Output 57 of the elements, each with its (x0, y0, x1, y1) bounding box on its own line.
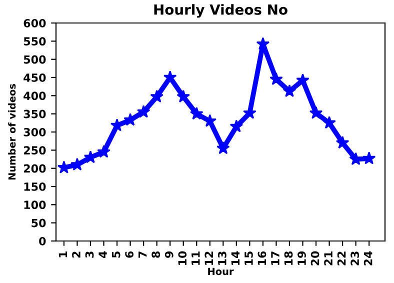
x-tick-label: 17 (271, 252, 280, 265)
point (176, 90, 190, 103)
x-axis-title: Hour (208, 268, 234, 276)
x-tick-label: 1 (58, 251, 68, 258)
x-tick-label: 14 (231, 251, 240, 265)
x-tick-label: 22 (337, 252, 346, 266)
point (230, 120, 244, 132)
x-tick-label: 20 (310, 251, 320, 266)
y-tick-label: 550 (24, 37, 46, 46)
x-tick-label: 19 (298, 251, 306, 265)
x-tick-label: 3 (85, 252, 94, 258)
y-axis-title: Number of videos (8, 84, 16, 180)
point (322, 116, 336, 129)
point (296, 73, 310, 86)
y-tick-label: 0 (39, 236, 46, 246)
point (150, 90, 164, 103)
point (282, 84, 296, 98)
x-tick-label: 11 (192, 251, 200, 265)
x-tick-label: 10 (178, 251, 187, 265)
y-tick-label: 100 (24, 200, 46, 210)
x-tick-label: 7 (138, 252, 147, 258)
point (97, 145, 110, 158)
x-tick-label: 24 (364, 251, 372, 266)
y-tick-label: 400 (24, 92, 46, 100)
y-tick-label: 600 (24, 18, 46, 28)
point (309, 106, 323, 119)
point (136, 105, 150, 118)
y-tick-label: 150 (24, 182, 46, 191)
point (256, 37, 270, 50)
y-tick-label: 500 (24, 55, 46, 64)
x-tick-label: 9 (164, 251, 174, 258)
y-tick-label: 200 (24, 164, 46, 173)
y-tick-label: 450 (24, 73, 46, 82)
point (124, 113, 137, 126)
x-tick-label: 16 (258, 251, 266, 265)
x-tick-label: 6 (125, 251, 134, 258)
point (362, 152, 376, 164)
point (216, 141, 230, 154)
x-tick-label: 13 (218, 252, 226, 265)
x-tick-label: 8 (152, 251, 160, 258)
x-tick-label: 2 (72, 252, 80, 258)
point (190, 106, 204, 120)
x-tick-label: 21 (324, 251, 332, 266)
x-tick-label: 23 (350, 252, 360, 266)
point (349, 152, 362, 165)
x-tick-label: 12 (204, 252, 213, 265)
y-tick-label: 250 (24, 146, 46, 155)
x-tick-label: 18 (284, 251, 293, 265)
y-tick-label: 350 (24, 110, 46, 118)
x-tick-label: 4 (98, 251, 107, 258)
y-tick-label: 50 (32, 218, 46, 228)
chart-title: Hourly Videos No (154, 4, 288, 18)
x-tick-label: 15 (244, 252, 253, 265)
point (336, 136, 350, 149)
point (270, 72, 283, 86)
y-tick-label: 300 (24, 128, 46, 136)
x-tick-label: 5 (112, 252, 120, 258)
